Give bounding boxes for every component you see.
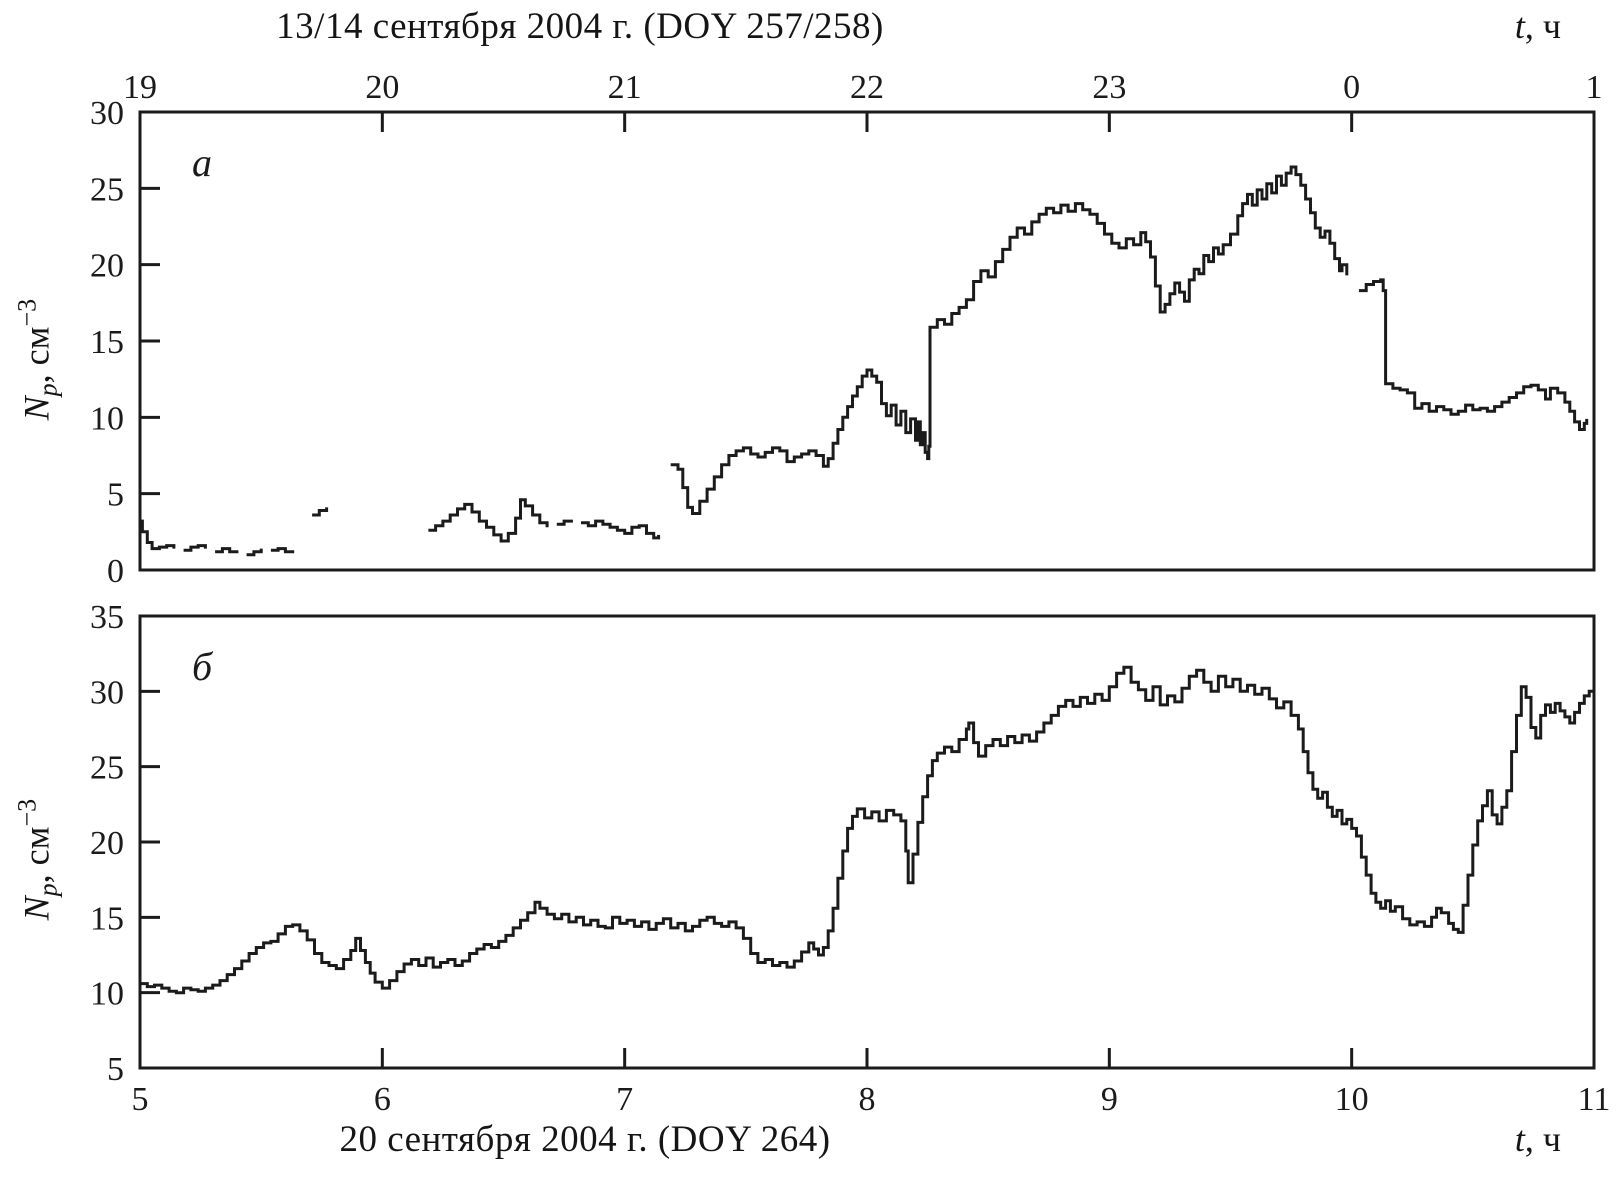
panel-letter: а bbox=[192, 140, 212, 185]
time-symbol: t bbox=[1514, 1119, 1525, 1159]
y-tick-label: 15 bbox=[90, 324, 124, 361]
panel-b-time-axis-unit: t, ч bbox=[1515, 1118, 1561, 1160]
y-tick-label: 5 bbox=[107, 1051, 124, 1088]
y-tick-label: 35 bbox=[90, 599, 124, 636]
y-tick-label: 30 bbox=[90, 95, 124, 132]
density-series-line bbox=[140, 165, 1589, 557]
x-tick-label: 11 bbox=[1578, 1081, 1611, 1118]
y-tick-label: 25 bbox=[90, 171, 124, 208]
panel-b-date-title: 20 сентября 2004 г. (DOY 264) bbox=[339, 1119, 831, 1160]
x-tick-label: 19 bbox=[123, 69, 157, 106]
x-tick-label: 21 bbox=[608, 69, 642, 106]
y-tick-label: 10 bbox=[90, 976, 124, 1013]
panel-letter: б bbox=[192, 644, 214, 689]
x-tick-label: 5 bbox=[132, 1081, 149, 1118]
time-symbol: t bbox=[1514, 6, 1525, 46]
plot-frame bbox=[138, 110, 1596, 572]
x-tick-label: 22 bbox=[850, 69, 884, 106]
y-tick-label: 0 bbox=[107, 553, 124, 590]
y-tick-label: 25 bbox=[90, 750, 124, 787]
y-tick-label: 5 bbox=[107, 477, 124, 514]
x-tick-label: 20 bbox=[365, 69, 399, 106]
x-tick-label: 6 bbox=[374, 1081, 391, 1118]
panel-b: 5 6 7 8 9 10 11 5 10 15 20 25 30 35 б bbox=[90, 599, 1610, 1118]
x-tick-label: 10 bbox=[1335, 1081, 1369, 1118]
y-tick-label: 30 bbox=[90, 674, 124, 711]
plot-frame bbox=[138, 614, 1596, 1070]
x-tick-label: 0 bbox=[1343, 69, 1360, 106]
x-tick-label: 1 bbox=[1586, 69, 1603, 106]
x-tick-label: 7 bbox=[616, 1081, 633, 1118]
y-tick-label: 15 bbox=[90, 900, 124, 937]
time-unit-text: , ч bbox=[1524, 6, 1561, 46]
y-tick-label: 20 bbox=[90, 825, 124, 862]
panel-a-date-title: 13/14 сентября 2004 г. (DOY 257/258) bbox=[276, 6, 884, 47]
x-tick-label: 8 bbox=[859, 1081, 876, 1118]
panel-a-time-axis-unit: t, ч bbox=[1515, 5, 1561, 47]
x-tick-label: 23 bbox=[1092, 69, 1126, 106]
density-series-line bbox=[140, 665, 1596, 995]
y-tick-label: 20 bbox=[90, 248, 124, 285]
x-tick-label: 9 bbox=[1101, 1081, 1118, 1118]
y-tick-label: 10 bbox=[90, 400, 124, 437]
time-unit-text: , ч bbox=[1524, 1119, 1561, 1159]
